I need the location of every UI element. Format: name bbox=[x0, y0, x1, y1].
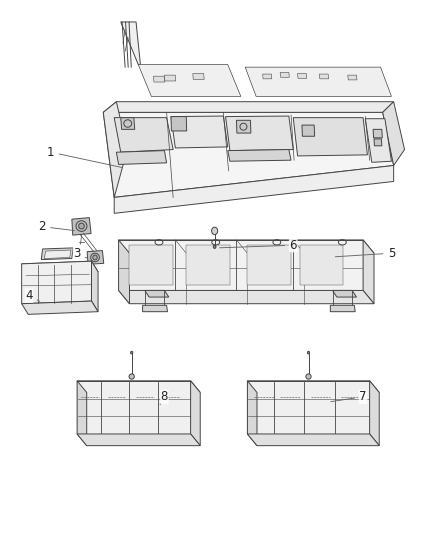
Polygon shape bbox=[21, 301, 98, 314]
Polygon shape bbox=[302, 125, 314, 136]
Polygon shape bbox=[117, 151, 166, 165]
Polygon shape bbox=[103, 112, 394, 197]
Ellipse shape bbox=[79, 223, 84, 229]
Polygon shape bbox=[121, 22, 141, 64]
Polygon shape bbox=[373, 130, 382, 138]
Polygon shape bbox=[77, 434, 200, 446]
Polygon shape bbox=[119, 240, 374, 253]
Polygon shape bbox=[103, 102, 127, 197]
Text: 8: 8 bbox=[160, 390, 168, 405]
Text: 4: 4 bbox=[25, 289, 40, 302]
Polygon shape bbox=[293, 118, 367, 156]
Polygon shape bbox=[164, 75, 176, 81]
Polygon shape bbox=[363, 240, 374, 304]
Polygon shape bbox=[348, 75, 357, 80]
Polygon shape bbox=[121, 118, 135, 130]
Polygon shape bbox=[145, 290, 169, 297]
Polygon shape bbox=[247, 381, 370, 434]
Polygon shape bbox=[297, 74, 307, 78]
Polygon shape bbox=[319, 74, 328, 79]
Polygon shape bbox=[365, 119, 392, 163]
Ellipse shape bbox=[93, 255, 97, 260]
Polygon shape bbox=[171, 117, 187, 131]
Polygon shape bbox=[171, 116, 228, 148]
Polygon shape bbox=[103, 102, 394, 112]
Polygon shape bbox=[114, 165, 394, 213]
Text: 7: 7 bbox=[331, 390, 367, 403]
Ellipse shape bbox=[307, 351, 310, 354]
Polygon shape bbox=[247, 245, 291, 285]
Polygon shape bbox=[119, 240, 130, 304]
Text: 3: 3 bbox=[74, 247, 88, 260]
Polygon shape bbox=[245, 67, 392, 96]
Polygon shape bbox=[77, 381, 200, 392]
Text: 5: 5 bbox=[336, 247, 395, 260]
Text: 6: 6 bbox=[219, 239, 297, 252]
Polygon shape bbox=[119, 290, 374, 304]
Polygon shape bbox=[280, 72, 289, 77]
Ellipse shape bbox=[306, 374, 311, 379]
Polygon shape bbox=[247, 381, 379, 392]
Ellipse shape bbox=[213, 245, 216, 248]
Polygon shape bbox=[143, 305, 167, 312]
Polygon shape bbox=[186, 245, 230, 285]
Polygon shape bbox=[44, 250, 71, 259]
Text: 2: 2 bbox=[39, 220, 74, 233]
Polygon shape bbox=[247, 434, 379, 446]
Polygon shape bbox=[138, 64, 241, 96]
Polygon shape bbox=[41, 248, 73, 260]
Polygon shape bbox=[77, 381, 87, 446]
Polygon shape bbox=[263, 74, 272, 79]
Polygon shape bbox=[21, 261, 98, 274]
Ellipse shape bbox=[212, 227, 218, 235]
Polygon shape bbox=[114, 118, 173, 152]
Polygon shape bbox=[247, 381, 257, 446]
Polygon shape bbox=[228, 150, 291, 161]
Polygon shape bbox=[92, 261, 98, 312]
Polygon shape bbox=[332, 290, 357, 297]
Polygon shape bbox=[226, 116, 293, 151]
Polygon shape bbox=[374, 139, 382, 146]
Ellipse shape bbox=[129, 374, 134, 379]
Polygon shape bbox=[383, 102, 405, 165]
Polygon shape bbox=[119, 240, 363, 290]
Polygon shape bbox=[72, 217, 91, 235]
Polygon shape bbox=[77, 381, 191, 434]
Polygon shape bbox=[237, 120, 251, 133]
Polygon shape bbox=[370, 381, 379, 446]
Polygon shape bbox=[153, 76, 165, 82]
Polygon shape bbox=[21, 261, 92, 304]
Ellipse shape bbox=[131, 351, 133, 354]
Polygon shape bbox=[87, 251, 104, 264]
Polygon shape bbox=[193, 74, 204, 79]
Polygon shape bbox=[330, 305, 355, 312]
Text: 1: 1 bbox=[47, 146, 122, 167]
Polygon shape bbox=[191, 381, 200, 446]
Polygon shape bbox=[130, 245, 173, 285]
Polygon shape bbox=[300, 245, 343, 285]
